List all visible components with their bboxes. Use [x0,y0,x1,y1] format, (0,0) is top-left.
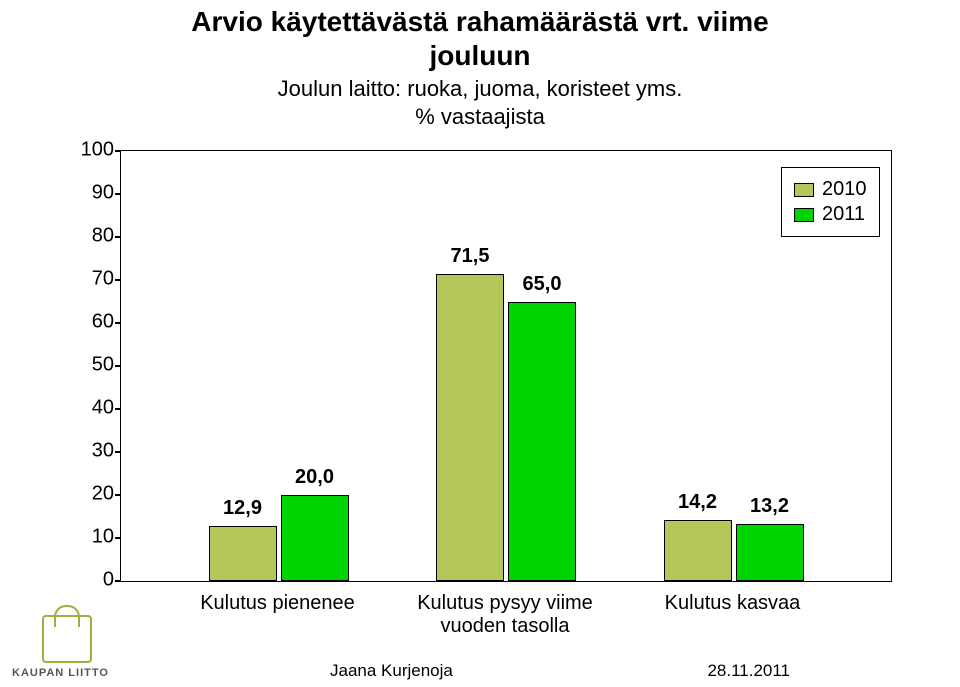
page: Arvio käytettävästä rahamäärästä vrt. vi… [0,0,960,687]
subtitle: Joulun laitto: ruoka, juoma, koristeet y… [0,76,960,102]
y-tick [115,451,121,453]
bar [281,495,349,581]
legend-label: 2011 [822,203,865,226]
legend: 20102011 [781,167,880,237]
y-tick-label: 20 [92,483,114,506]
bar-value-label: 20,0 [295,466,334,489]
bar-value-label: 12,9 [223,497,262,520]
bar [664,520,732,581]
bar [736,524,804,581]
bag-icon [42,615,92,663]
legend-item: 2010 [794,178,867,201]
y-tick [115,322,121,324]
y-tick [115,494,121,496]
x-axis: Kulutus pieneneeKulutus pysyy viimevuode… [120,580,890,630]
brand-text: KAUPAN LIITTO [12,667,122,679]
y-tick [115,150,121,152]
plot-area: 12,9 20,0 71,5 65,0 14,2 13,2 20102011 [120,150,892,582]
bar-value-label: 65,0 [523,273,562,296]
y-tick-label: 30 [92,440,114,463]
bar [436,274,504,581]
y-tick [115,236,121,238]
title-line2: jouluun [0,40,960,72]
y-tick-label: 50 [92,354,114,377]
bar [508,302,576,582]
y-tick [115,537,121,539]
y-tick-label: 10 [92,526,114,549]
bar [209,526,277,581]
y-tick-label: 60 [92,311,114,334]
y-tick-label: 100 [81,139,114,162]
y-tick [115,279,121,281]
y-tick-label: 80 [92,225,114,248]
legend-swatch [794,183,814,197]
x-category-label: Kulutus pienenee [158,592,398,615]
y-tick-label: 40 [92,397,114,420]
footer-author: Jaana Kurjenoja [330,661,453,681]
unit-label: % vastaajista [0,104,960,130]
x-category-label: Kulutus kasvaa [613,592,853,615]
brand-logo: KAUPAN LIITTO [12,615,122,679]
y-tick-label: 70 [92,268,114,291]
chart-title-block: Arvio käytettävästä rahamäärästä vrt. vi… [0,6,960,130]
y-axis: 0102030405060708090100 [70,150,120,580]
legend-label: 2010 [822,178,867,201]
bar-value-label: 14,2 [678,491,717,514]
y-tick-label: 90 [92,182,114,205]
footer-date: 28.11.2011 [707,661,790,681]
title-line1: Arvio käytettävästä rahamäärästä vrt. vi… [0,6,960,38]
bar-value-label: 71,5 [451,245,490,268]
legend-item: 2011 [794,203,867,226]
y-tick [115,365,121,367]
legend-swatch [794,208,814,222]
bar-value-label: 13,2 [750,495,789,518]
chart-area: 0102030405060708090100 12,920,071,565,01… [70,150,890,610]
y-tick [115,408,121,410]
y-tick [115,193,121,195]
y-tick-label: 0 [103,569,114,592]
x-category-label: Kulutus pysyy viimevuoden tasolla [385,592,625,638]
